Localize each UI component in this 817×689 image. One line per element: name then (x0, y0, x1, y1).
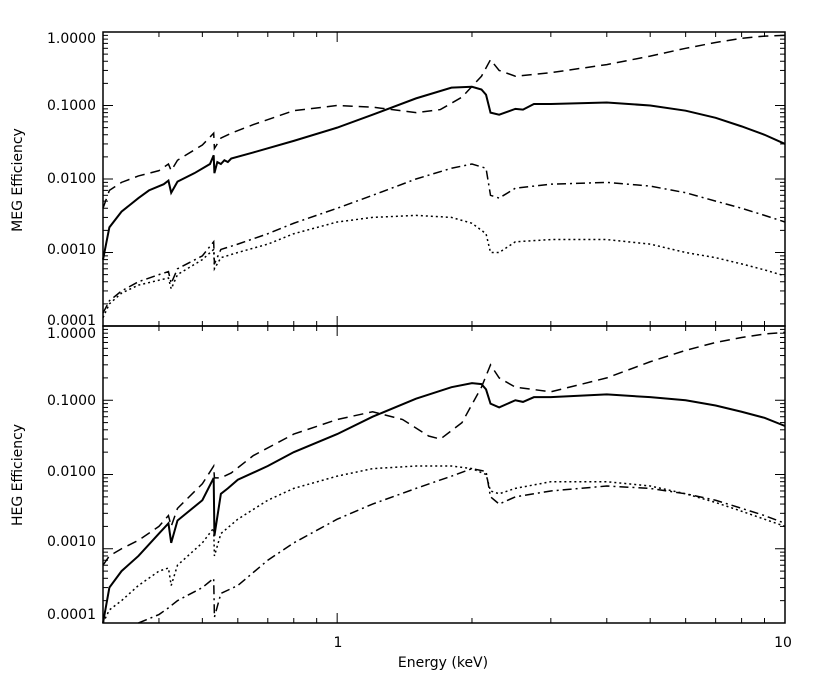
xtick-label-1: 1 (334, 635, 343, 651)
heg-series-solid (102, 382, 786, 624)
meg-ylabel: MEG Efficiency (10, 128, 26, 232)
heg-series-dashed (102, 331, 786, 566)
heg-ylabel: HEG Efficiency (10, 424, 26, 526)
meg-ytick-label-3: 0.1000 (47, 98, 96, 114)
heg-ytick-label-0: 0.0001 (47, 607, 96, 623)
meg-series-dash-dot (102, 163, 786, 314)
meg-series-solid (102, 85, 786, 260)
heg-series-dotted (102, 465, 786, 624)
heg-x-ticks (102, 326, 786, 623)
heg-series-group (102, 331, 786, 624)
xtick-label-10: 10 (774, 635, 792, 651)
meg-series-group (102, 34, 786, 318)
meg-ytick-label-4: 1.0000 (47, 31, 96, 47)
heg-panel: 0.0001 0.0010 0.0100 0.1000 1.0000 HEG E… (10, 325, 792, 671)
heg-series-dash-dot (138, 467, 786, 624)
meg-ytick-label-2: 0.0100 (47, 171, 96, 187)
meg-x-ticks (102, 32, 786, 326)
heg-ytick-label-3: 0.1000 (47, 393, 96, 409)
heg-ytick-label-4: 1.0000 (47, 326, 96, 342)
meg-ytick-label-1: 0.0010 (47, 242, 96, 258)
heg-ytick-label-1: 0.0010 (47, 534, 96, 550)
heg-ytick-label-2: 0.0100 (47, 464, 96, 480)
meg-series-dashed (102, 34, 786, 209)
meg-ytick-label-0: 0.0001 (47, 313, 96, 329)
x-axis-label: Energy (keV) (398, 655, 488, 671)
